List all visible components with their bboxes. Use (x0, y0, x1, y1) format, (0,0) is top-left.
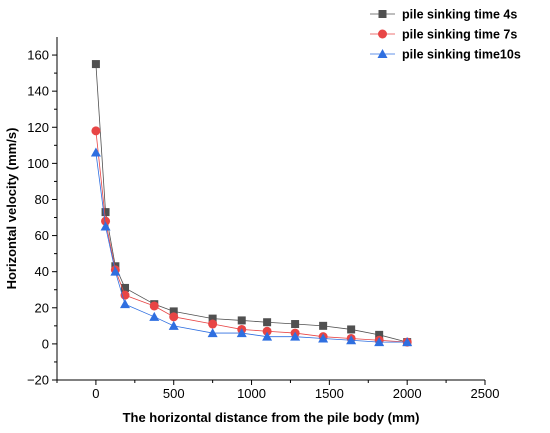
data-point (91, 60, 100, 69)
legend-label: pile sinking time 7s (402, 28, 517, 42)
data-point (169, 307, 178, 316)
x-tick-label: 2500 (471, 386, 500, 401)
legend-marker (378, 10, 387, 18)
series-line (95, 64, 408, 343)
data-point (121, 283, 130, 292)
data-point (347, 325, 356, 334)
x-tick-label: 2000 (393, 386, 422, 401)
data-point (110, 266, 121, 276)
data-point (91, 126, 101, 136)
x-tick-label: 1500 (315, 386, 344, 401)
legend-label: pile sinking time 4s (402, 8, 517, 22)
data-point (120, 290, 130, 300)
plot-frame (56, 37, 485, 381)
data-point (262, 331, 273, 341)
x-tick-label: 500 (163, 386, 185, 401)
data-point (319, 321, 328, 330)
data-point (100, 221, 111, 231)
legend: pile sinking time 4s pile sinking time 7s… (370, 8, 521, 62)
data-point (101, 208, 110, 217)
y-tick-label: 80 (35, 192, 49, 207)
data-point (168, 320, 179, 330)
data-point (149, 301, 159, 311)
y-tick-label: 100 (27, 156, 49, 171)
legend-item: pile sinking time10s (370, 48, 521, 62)
legend-marker (378, 29, 387, 39)
data-point (374, 337, 385, 347)
y-tick-label: 20 (35, 300, 49, 315)
data-point (169, 312, 179, 322)
data-point (208, 314, 217, 323)
y-tick-label: 60 (35, 228, 49, 243)
series-2 (91, 126, 412, 347)
y-tick-label: 140 (27, 84, 49, 99)
data-point (101, 216, 111, 226)
series-1 (91, 60, 412, 347)
legend-item: pile sinking time 7s (370, 28, 517, 42)
data-point (207, 328, 218, 338)
data-point (237, 316, 246, 325)
data-point (262, 326, 272, 336)
series-line (95, 130, 408, 343)
y-axis-title: Horizontal velocity (mm/s) (4, 128, 19, 290)
x-tick-label: 0 (92, 386, 99, 401)
series-3 (90, 147, 413, 347)
y-tick-label: 40 (35, 264, 49, 279)
data-point (291, 320, 300, 329)
x-tick-label: 1000 (237, 386, 266, 401)
data-point (208, 319, 218, 329)
y-tick-label: 0 (42, 336, 49, 351)
data-point (318, 333, 329, 343)
legend-label: pile sinking time10s (402, 48, 521, 62)
data-point (149, 311, 160, 321)
data-point (346, 335, 357, 345)
data-point (90, 147, 101, 157)
legend-marker (377, 49, 388, 58)
data-point (290, 331, 301, 341)
series-line (95, 152, 408, 343)
y-tick-label: 160 (27, 48, 49, 63)
series-layer (90, 60, 413, 347)
data-point (236, 328, 247, 338)
data-point (263, 318, 272, 327)
data-point (402, 337, 413, 347)
y-axis-ticks: −20 0 20 40 60 80 100 120 140 160 (27, 48, 57, 388)
x-axis-title: The horizontal distance from the pile bo… (123, 410, 420, 425)
legend-item: pile sinking time 4s (370, 8, 517, 22)
data-point (120, 299, 131, 309)
y-tick-label: 120 (27, 120, 49, 135)
x-axis-ticks: 0 500 1000 1500 2000 2500 (56, 380, 500, 401)
y-tick-label: −20 (27, 373, 49, 388)
data-point (375, 330, 384, 339)
